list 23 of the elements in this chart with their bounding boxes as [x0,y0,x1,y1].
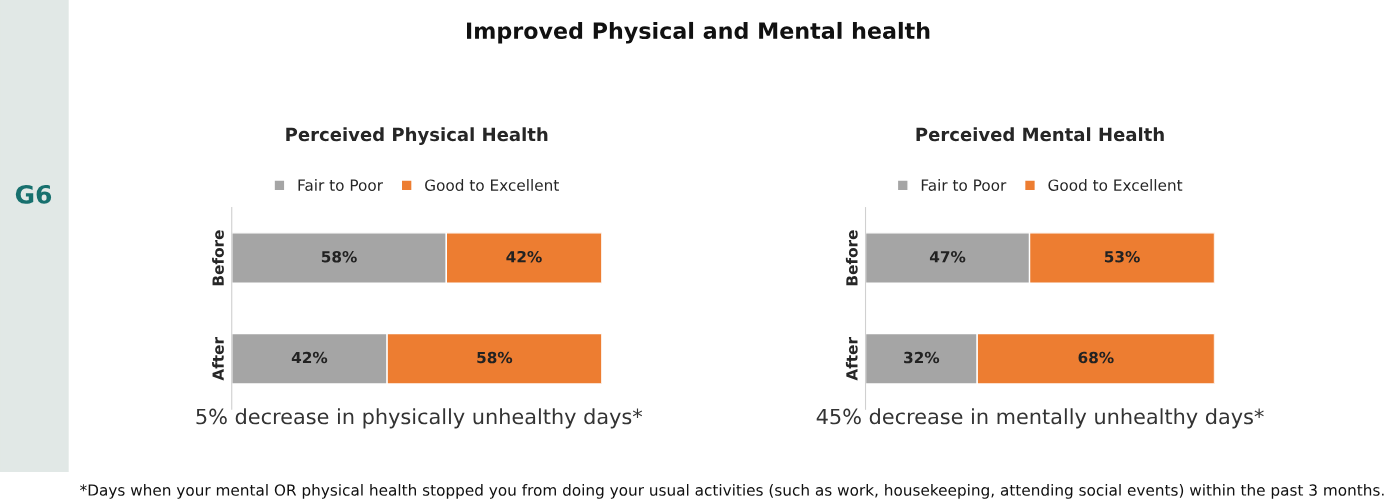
text: G6 [15,184,52,204]
y-tick-label: After [212,337,224,381]
legend-label: Good to Excellent [425,179,559,191]
data-label: 68% [1078,351,1114,364]
text: *Days when your mental OR physical health stopped you from doing your usual activities (such as work, housekeeping, attending social events) within the past 3 months. [80,484,1384,499]
chart-title: Perceived Physical Health [286,127,548,145]
data-label: 58% [477,351,513,364]
data-label: 58% [321,250,357,263]
data-label: 32% [904,351,940,364]
y-tick-label: Before [212,230,224,286]
data-label: 53% [1104,250,1140,263]
y-tick-label: After [845,337,858,381]
annotation: 5% decrease in physically unhealthy days* [196,408,643,429]
chart-title: Perceived Mental Health [916,127,1164,142]
y-tick-label: Before [845,230,858,286]
text: Improved Physical and Mental health [466,21,930,44]
legend-label: Fair to Poor [921,179,1007,191]
legend-label: Good to Excellent [1048,179,1183,191]
data-label: 42% [506,250,542,263]
legend-label: Fair to Poor [298,179,383,191]
annotation: 45% decrease in mentally unhealthy days* [816,408,1264,429]
data-label: 42% [291,351,328,364]
data-label: 47% [929,250,966,263]
